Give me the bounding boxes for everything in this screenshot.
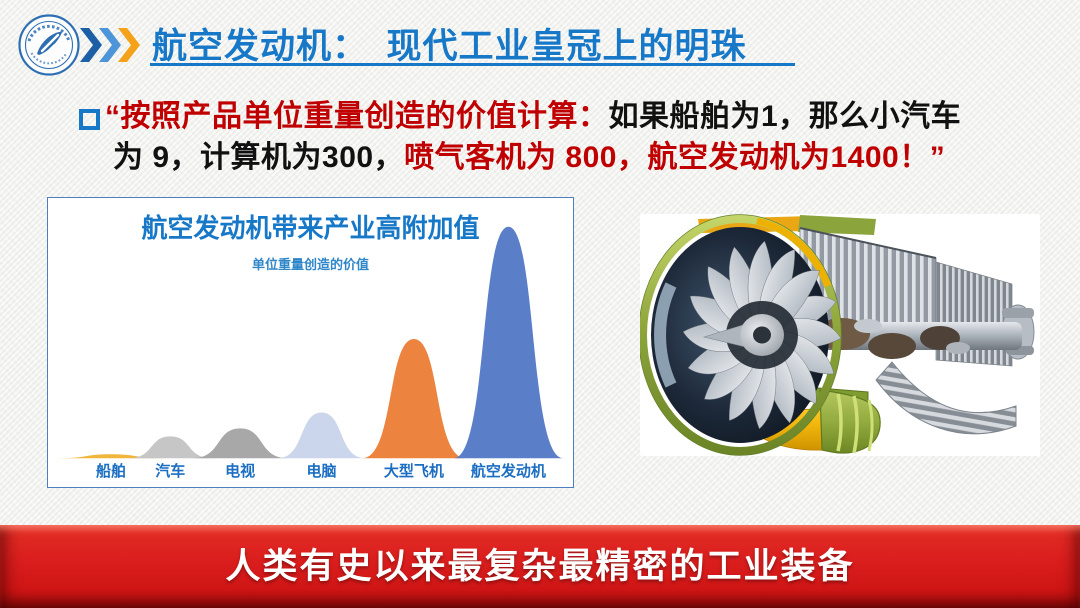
quote-segment: 喷气客机为 800，航空发动机为1400！” [404, 141, 946, 174]
category-label: 大型飞机 [383, 463, 444, 480]
quote-line: “按照产品单位重量创造的价值计算：如果船舶为1，那么小汽车 [105, 96, 1055, 137]
university-logo-icon [18, 14, 80, 76]
bullet-square-icon [79, 109, 100, 130]
title-underline [150, 63, 795, 66]
value-chart-card: 航空发动机带来产业高附加值 单位重量创造的价值 船舶 汽车 电视 电脑 大型飞机 航空发动… [47, 197, 574, 488]
bell-航空发动机 [453, 226, 564, 459]
quote-segment: “按照产品单位重量创造的价值计算： [105, 100, 609, 133]
quote-line: 为 9，计算机为300，喷气客机为 800，航空发动机为1400！” [105, 137, 1055, 178]
bottom-banner: 人类有史以来最复杂最精密的工业装备 [0, 525, 1080, 608]
category-label: 船舶 [95, 463, 127, 480]
category-label: 航空发动机 [470, 463, 546, 480]
category-label: 电视 [225, 463, 256, 480]
chart-category-labels: 船舶 汽车 电视 电脑 大型飞机 航空发动机 [48, 459, 573, 487]
quote-segment: 如果船舶为1，那么小汽车 [608, 100, 962, 133]
bell-curve-plot [56, 226, 564, 459]
bell-汽车 [128, 436, 213, 459]
turbofan-engine-cutaway-image [640, 214, 1040, 456]
bell-大型飞机 [362, 339, 466, 459]
quote-segment: 为 9，计算机为300， [113, 141, 405, 174]
bell-电脑 [277, 412, 366, 459]
banner-text: 人类有史以来最复杂最精密的工业装备 [225, 547, 855, 586]
chart-title: 航空发动机带来产业高附加值 [141, 213, 480, 243]
category-label: 电脑 [306, 463, 337, 480]
category-label: 汽车 [155, 463, 186, 480]
chevron-arrows-icon [80, 28, 140, 62]
bell-电视 [192, 428, 288, 459]
quote-text: “按照产品单位重量创造的价值计算：如果船舶为1，那么小汽车为 9，计算机为300… [105, 96, 1055, 178]
chart-subtitle: 单位重量创造的价值 [251, 257, 369, 272]
page-title: 航空发动机： 现代工业皇冠上的明珠 [152, 27, 747, 66]
